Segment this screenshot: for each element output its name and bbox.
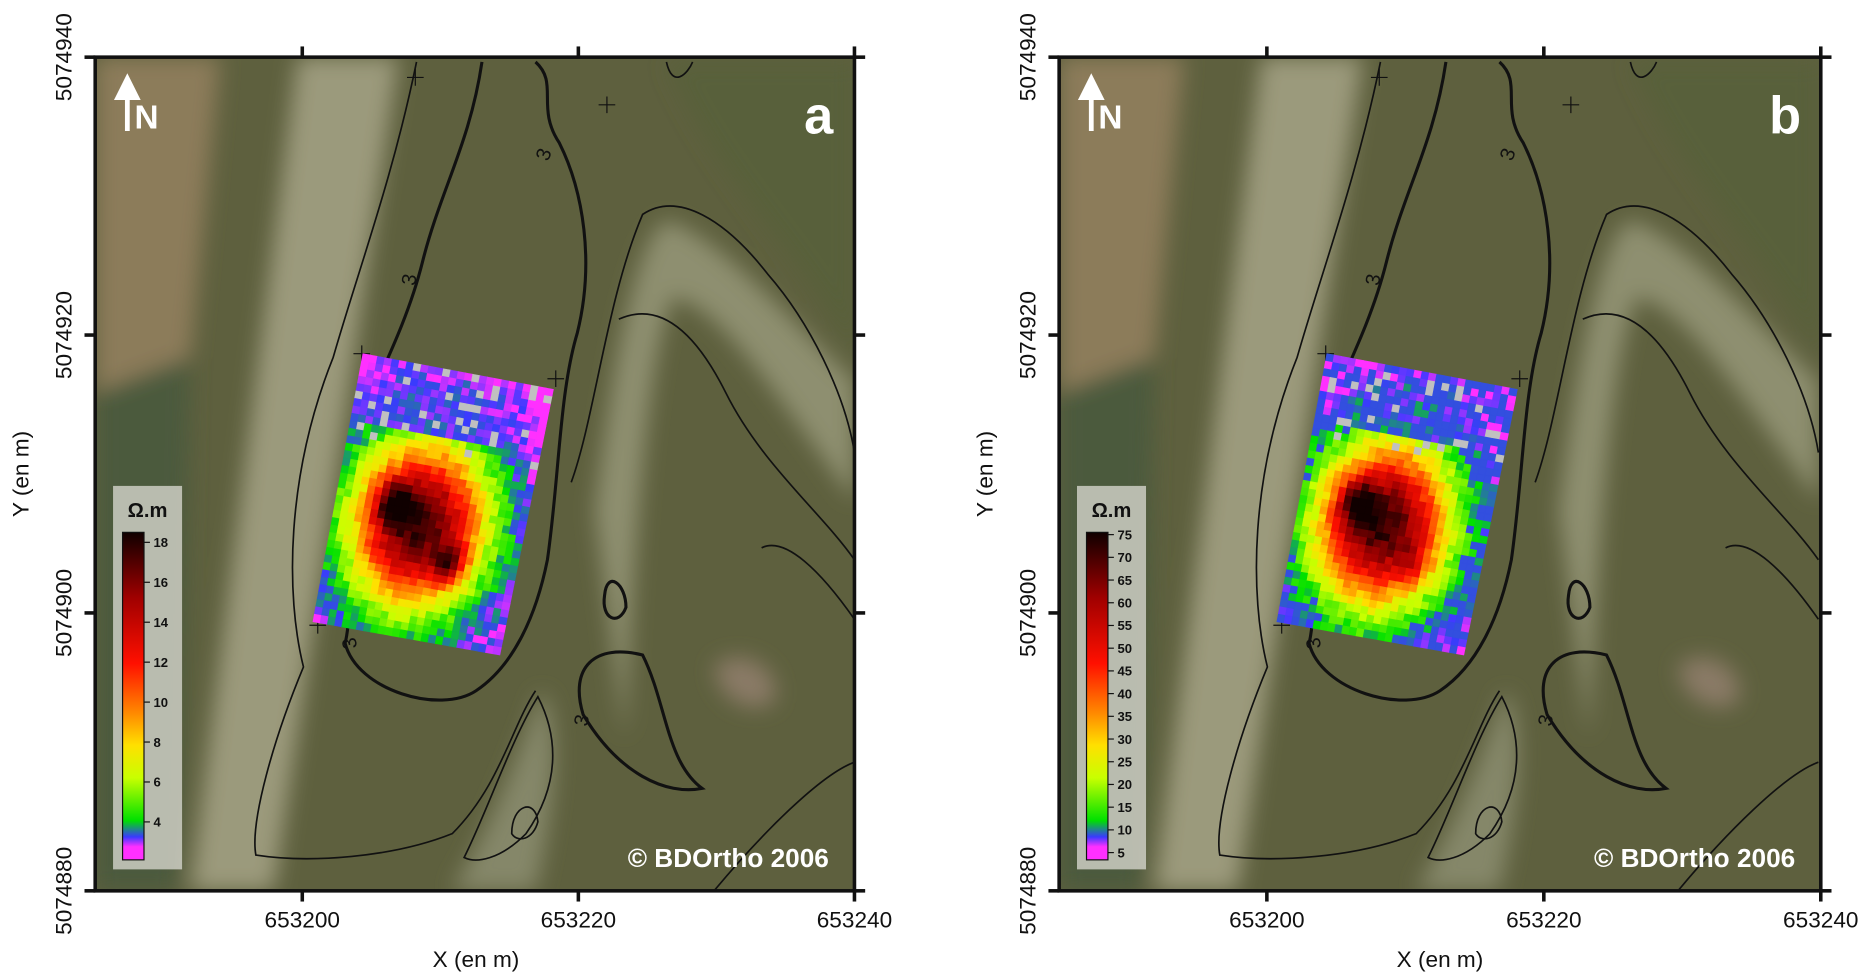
contour-label: 3	[339, 636, 363, 651]
copyright: © BDOrtho 2006	[1594, 843, 1795, 873]
x-tick-label: 653220	[1506, 908, 1581, 933]
colorbar-tick-label: 65	[1117, 573, 1132, 588]
colorbar-tick-label: 25	[1117, 755, 1132, 770]
map-frame	[1057, 55, 1823, 893]
x-tick-label: 653200	[265, 908, 340, 933]
north-arrow	[1077, 73, 1105, 132]
colorbar-tick-label: 35	[1117, 709, 1132, 724]
x-tick-label: 653220	[541, 908, 616, 933]
colorbar-tick-label: 75	[1117, 527, 1132, 542]
y-tick-label: 5074880	[1015, 847, 1040, 935]
resistivity-cell	[1456, 645, 1466, 656]
panel-label: b	[1769, 87, 1801, 145]
y-tick-label: 5074900	[51, 569, 76, 657]
copyright: © BDOrtho 2006	[628, 843, 829, 873]
y-axis-label: Y (en m)	[973, 431, 998, 517]
contour-label: 3	[398, 272, 422, 287]
colorbar-tick-label: 4	[154, 815, 162, 830]
x-tick-label: 653240	[817, 908, 892, 933]
colorbar-tick-label: 16	[154, 575, 169, 590]
y-tick-label: 5074940	[1015, 13, 1040, 101]
map-frame	[93, 55, 857, 893]
north-arrow	[113, 73, 141, 132]
resistivity-map	[312, 353, 554, 656]
x-axis-label: X (en m)	[1397, 947, 1484, 972]
colorbar-tick-label: 70	[1117, 550, 1132, 565]
colorbar-tick-label: 5	[1117, 845, 1124, 860]
contour-label: 3	[571, 713, 595, 728]
colorbar-tick-label: 40	[1117, 686, 1132, 701]
colorbar	[1085, 531, 1109, 861]
colorbar	[121, 531, 145, 861]
colorbar-tick-label: 15	[1117, 800, 1132, 815]
x-tick-label: 653200	[1229, 908, 1304, 933]
map-panel-b	[1035, 36, 1844, 917]
north-label: N	[134, 100, 158, 137]
colorbar-unit: Ω.m	[1092, 500, 1132, 522]
colorbar-tick-label: 60	[1117, 596, 1132, 611]
colorbar-tick-label: 10	[1117, 823, 1132, 838]
colorbar-tick-label: 30	[1117, 732, 1132, 747]
y-tick-label: 5074940	[51, 13, 76, 101]
resistivity-map	[1276, 353, 1518, 656]
x-axis-label: X (en m)	[433, 947, 520, 972]
colorbar-tick-label: 50	[1117, 641, 1132, 656]
contour-label: 3	[1362, 272, 1386, 287]
y-axis-label: Y (en m)	[9, 431, 34, 517]
colorbar-tick-label: 18	[154, 535, 169, 550]
y-tick-label: 5074880	[51, 847, 76, 935]
colorbar-tick-label: 8	[154, 735, 161, 750]
colorbar-tick-label: 12	[154, 655, 169, 670]
contour-label: 3	[1303, 636, 1327, 651]
y-tick-label: 5074920	[51, 291, 76, 379]
colorbar-tick-label: 6	[154, 775, 161, 790]
contour-label: 3	[1535, 713, 1559, 728]
y-tick-label: 5074900	[1015, 569, 1040, 657]
map-panel-a	[71, 36, 880, 917]
x-tick-label: 653240	[1783, 908, 1858, 933]
y-tick-label: 5074920	[1015, 291, 1040, 379]
colorbar-tick-label: 10	[154, 695, 169, 710]
colorbar-tick-label: 55	[1117, 618, 1132, 633]
colorbar-tick-label: 20	[1117, 777, 1132, 792]
north-label: N	[1098, 100, 1122, 137]
colorbar-tick-label: 14	[154, 615, 169, 630]
colorbar-tick-label: 45	[1117, 664, 1132, 679]
colorbar-unit: Ω.m	[128, 500, 168, 522]
resistivity-cell	[492, 645, 502, 656]
panel-label: a	[804, 87, 834, 145]
